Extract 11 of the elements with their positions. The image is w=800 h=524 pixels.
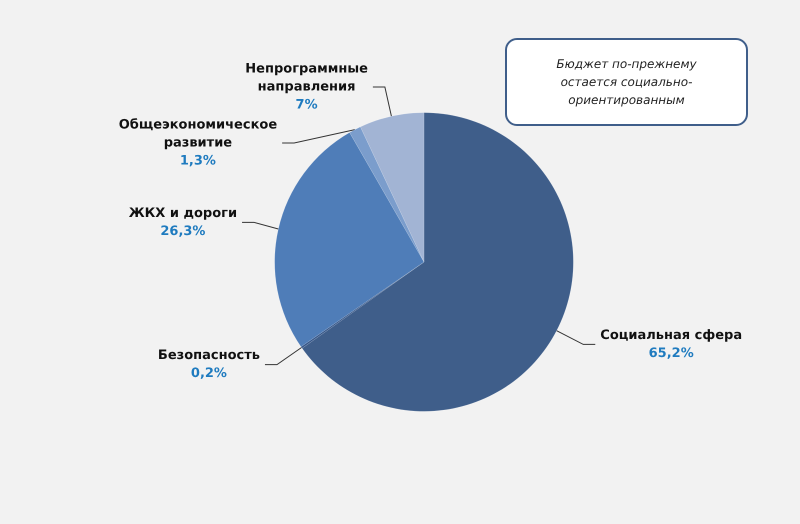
slice-label: ЖКХ и дороги bbox=[128, 206, 238, 221]
slice-label: Непрограммные направления bbox=[245, 61, 368, 94]
data-label: 0,2% bbox=[190, 366, 227, 382]
slice-label: Социальная сфера bbox=[600, 328, 742, 343]
data-label: 26,3% bbox=[160, 224, 206, 239]
data-label: 7% bbox=[296, 97, 318, 112]
slice-label: Безопасность bbox=[158, 348, 260, 364]
data-label: 1,3% bbox=[180, 153, 216, 168]
slice-label: Общеэкономическое развитие bbox=[118, 117, 278, 150]
text: Бюджет по-прежнему остается социально-ориентированным bbox=[505, 38, 748, 126]
data-label: 65,2% bbox=[648, 346, 694, 361]
